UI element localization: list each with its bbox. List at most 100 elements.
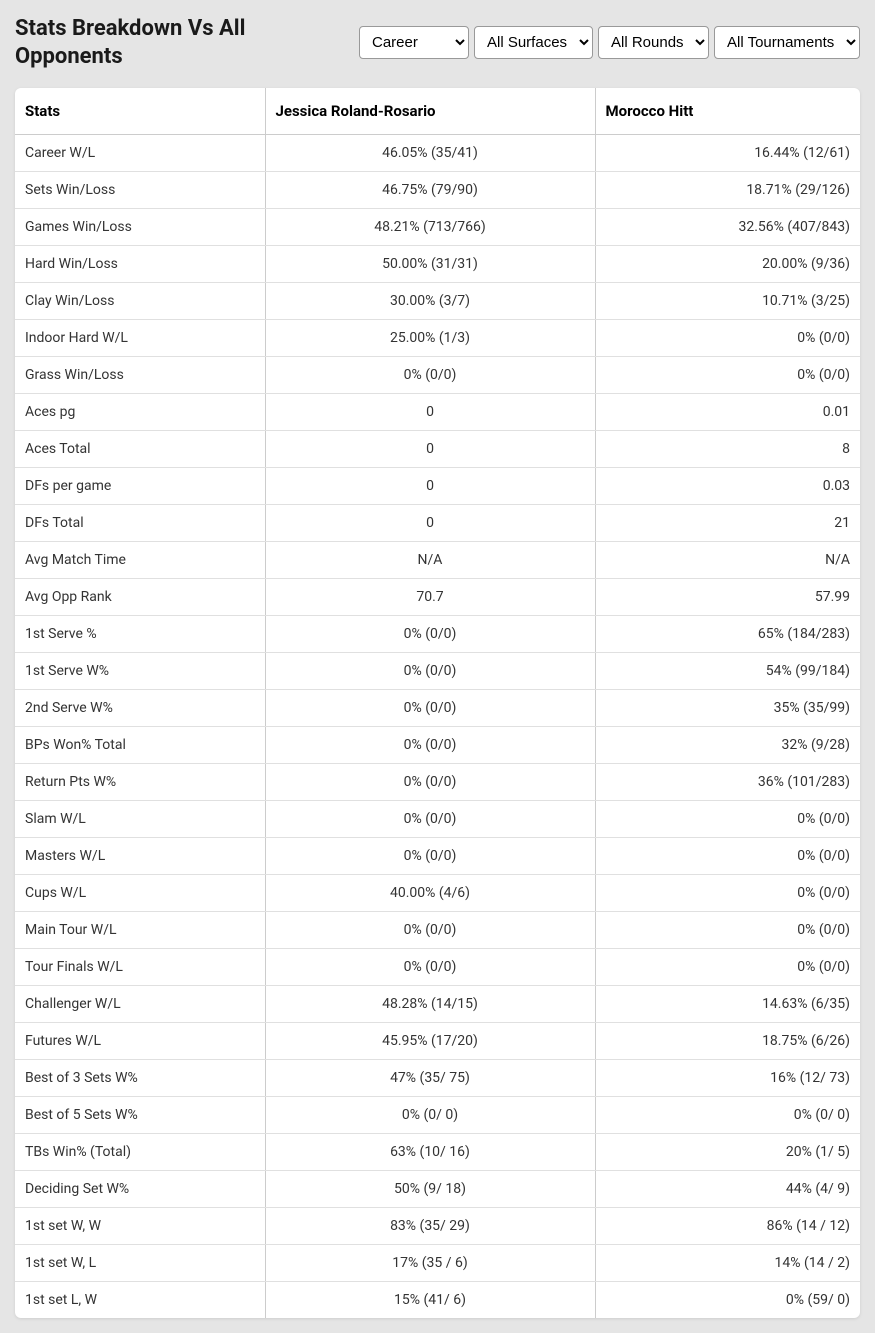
table-row: Aces Total08 [15,431,860,468]
stat-name-cell: Indoor Hard W/L [15,320,265,357]
page-title: Stats Breakdown Vs All Opponents [15,15,315,70]
surface-select[interactable]: All Surfaces [474,26,593,59]
table-row: 1st set W, L17% (35 / 6)14% (14 / 2) [15,1245,860,1282]
stat-name-cell: Main Tour W/L [15,912,265,949]
table-row: Career W/L46.05% (35/41)16.44% (12/61) [15,135,860,172]
table-row: Slam W/L0% (0/0)0% (0/0) [15,801,860,838]
stats-table-wrapper: Stats Jessica Roland-Rosario Morocco Hit… [15,88,860,1318]
table-row: Avg Opp Rank70.757.99 [15,579,860,616]
stat-name-cell: 1st set W, L [15,1245,265,1282]
player1-value-cell: 0% (0/0) [265,838,595,875]
table-row: TBs Win% (Total)63% (10/ 16)20% (1/ 5) [15,1134,860,1171]
player2-value-cell: 0% (0/0) [595,320,860,357]
player1-value-cell: 0 [265,394,595,431]
stat-name-cell: Hard Win/Loss [15,246,265,283]
stat-name-cell: BPs Won% Total [15,727,265,764]
table-row: Sets Win/Loss46.75% (79/90)18.71% (29/12… [15,172,860,209]
player2-value-cell: 8 [595,431,860,468]
player2-value-cell: 57.99 [595,579,860,616]
player1-value-cell: 0 [265,468,595,505]
player1-value-cell: 70.7 [265,579,595,616]
stat-name-cell: DFs per game [15,468,265,505]
table-row: Cups W/L40.00% (4/6)0% (0/0) [15,875,860,912]
player2-value-cell: 14% (14 / 2) [595,1245,860,1282]
player1-value-cell: 48.21% (713/766) [265,209,595,246]
player1-value-cell: 0% (0/0) [265,727,595,764]
player1-value-cell: 63% (10/ 16) [265,1134,595,1171]
player1-value-cell: 0% (0/0) [265,764,595,801]
col-header-stats: Stats [15,88,265,135]
player1-value-cell: 0% (0/0) [265,357,595,394]
player1-value-cell: 48.28% (14/15) [265,986,595,1023]
header-row: Stats Breakdown Vs All Opponents Career … [15,15,860,70]
player2-value-cell: 0% (0/0) [595,875,860,912]
stat-name-cell: Avg Match Time [15,542,265,579]
stat-name-cell: DFs Total [15,505,265,542]
stat-name-cell: Sets Win/Loss [15,172,265,209]
player2-value-cell: 32.56% (407/843) [595,209,860,246]
player2-value-cell: 16% (12/ 73) [595,1060,860,1097]
stat-name-cell: Cups W/L [15,875,265,912]
table-row: Futures W/L45.95% (17/20)18.75% (6/26) [15,1023,860,1060]
table-row: Hard Win/Loss50.00% (31/31)20.00% (9/36) [15,246,860,283]
table-row: Return Pts W%0% (0/0)36% (101/283) [15,764,860,801]
player1-value-cell: 40.00% (4/6) [265,875,595,912]
table-row: Clay Win/Loss30.00% (3/7)10.71% (3/25) [15,283,860,320]
table-row: 1st set L, W15% (41/ 6)0% (59/ 0) [15,1282,860,1319]
player2-value-cell: 18.75% (6/26) [595,1023,860,1060]
stat-name-cell: 1st set W, W [15,1208,265,1245]
player1-value-cell: 46.05% (35/41) [265,135,595,172]
tournament-select[interactable]: All Tournaments [714,26,860,59]
player1-value-cell: 0% (0/0) [265,616,595,653]
stat-name-cell: Slam W/L [15,801,265,838]
player2-value-cell: 65% (184/283) [595,616,860,653]
player1-value-cell: 0% (0/0) [265,912,595,949]
player1-value-cell: 15% (41/ 6) [265,1282,595,1319]
stat-name-cell: Challenger W/L [15,986,265,1023]
player2-value-cell: 32% (9/28) [595,727,860,764]
player1-value-cell: 30.00% (3/7) [265,283,595,320]
filters-container: Career All Surfaces All Rounds All Tourn… [359,26,860,59]
stat-name-cell: Tour Finals W/L [15,949,265,986]
stat-name-cell: Games Win/Loss [15,209,265,246]
player1-value-cell: 17% (35 / 6) [265,1245,595,1282]
stat-name-cell: 1st Serve W% [15,653,265,690]
table-row: Best of 3 Sets W%47% (35/ 75)16% (12/ 73… [15,1060,860,1097]
player2-value-cell: 54% (99/184) [595,653,860,690]
player2-value-cell: 18.71% (29/126) [595,172,860,209]
player2-value-cell: 0% (0/ 0) [595,1097,860,1134]
player2-value-cell: 20.00% (9/36) [595,246,860,283]
player1-value-cell: 0% (0/ 0) [265,1097,595,1134]
period-select[interactable]: Career [359,26,469,59]
stat-name-cell: 1st Serve % [15,616,265,653]
player2-value-cell: 0% (0/0) [595,949,860,986]
player1-value-cell: 0% (0/0) [265,949,595,986]
col-header-player1: Jessica Roland-Rosario [265,88,595,135]
table-row: Avg Match TimeN/AN/A [15,542,860,579]
stats-table: Stats Jessica Roland-Rosario Morocco Hit… [15,88,860,1318]
player2-value-cell: 35% (35/99) [595,690,860,727]
player2-value-cell: N/A [595,542,860,579]
table-row: Indoor Hard W/L25.00% (1/3)0% (0/0) [15,320,860,357]
player1-value-cell: 0% (0/0) [265,690,595,727]
stat-name-cell: 1st set L, W [15,1282,265,1319]
stat-name-cell: Return Pts W% [15,764,265,801]
table-row: DFs per game00.03 [15,468,860,505]
stat-name-cell: TBs Win% (Total) [15,1134,265,1171]
stat-name-cell: Best of 3 Sets W% [15,1060,265,1097]
col-header-player2: Morocco Hitt [595,88,860,135]
round-select[interactable]: All Rounds [598,26,709,59]
player1-value-cell: 0 [265,505,595,542]
player1-value-cell: 46.75% (79/90) [265,172,595,209]
table-row: 1st Serve W%0% (0/0)54% (99/184) [15,653,860,690]
player2-value-cell: 0% (0/0) [595,801,860,838]
player2-value-cell: 10.71% (3/25) [595,283,860,320]
table-header-row: Stats Jessica Roland-Rosario Morocco Hit… [15,88,860,135]
player1-value-cell: 50.00% (31/31) [265,246,595,283]
player1-value-cell: 50% (9/ 18) [265,1171,595,1208]
table-row: Games Win/Loss48.21% (713/766)32.56% (40… [15,209,860,246]
stat-name-cell: Avg Opp Rank [15,579,265,616]
table-row: Best of 5 Sets W%0% (0/ 0)0% (0/ 0) [15,1097,860,1134]
player2-value-cell: 0% (59/ 0) [595,1282,860,1319]
player2-value-cell: 0% (0/0) [595,357,860,394]
